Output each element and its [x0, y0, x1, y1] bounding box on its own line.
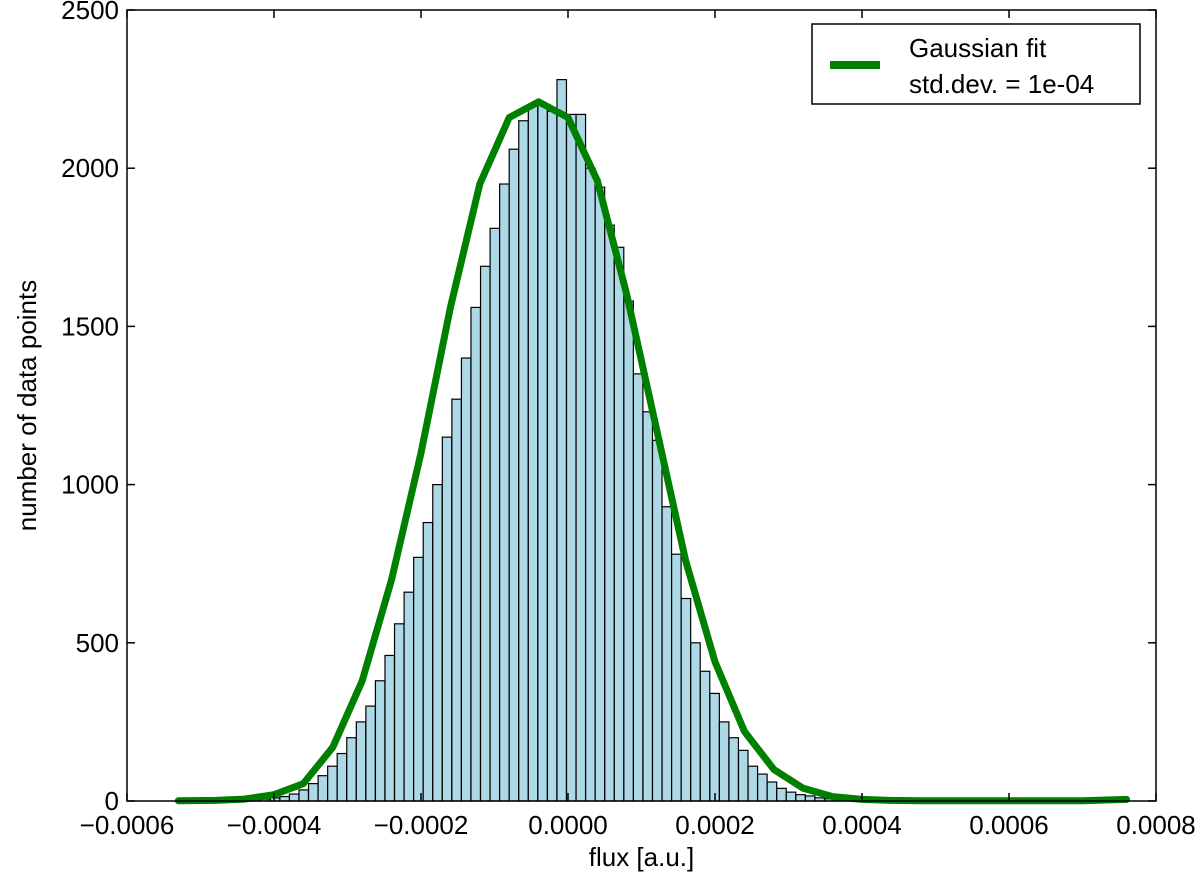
histogram-bar: [288, 793, 300, 802]
x-tick-label: 0.0008: [1116, 810, 1196, 840]
histogram-bar: [518, 120, 529, 802]
x-tick-label: −0.0004: [227, 810, 322, 840]
histogram-bar: [642, 411, 654, 802]
histogram-bar: [575, 113, 587, 802]
x-tick-label: 0.0006: [969, 810, 1049, 840]
histogram-bar: [594, 186, 606, 802]
histogram-bar: [336, 752, 348, 802]
histogram-bar: [384, 654, 396, 802]
histogram-bar: [327, 765, 338, 802]
histogram-bar: [460, 357, 472, 802]
histogram-bar: [489, 227, 501, 802]
histogram-bar: [804, 795, 816, 802]
y-tick-label: 500: [76, 628, 119, 658]
histogram-bar: [699, 670, 711, 802]
x-axis-label: flux [a.u.]: [589, 842, 695, 872]
histogram-bar: [508, 148, 520, 802]
legend: Gaussian fit std.dev. = 1e-04: [811, 23, 1141, 105]
histogram-bar: [718, 721, 730, 802]
histogram-bar: [413, 556, 424, 802]
histogram-bar: [728, 737, 740, 802]
y-tick-label: 1000: [61, 470, 119, 500]
histogram-bar: [623, 300, 634, 802]
histogram-bar: [393, 623, 405, 802]
y-tick-label: 2000: [61, 153, 119, 183]
histogram-bar: [470, 306, 482, 802]
histogram-bar: [556, 79, 568, 802]
y-axis-label: number of data points: [12, 280, 42, 532]
x-tick-label: −0.0002: [374, 810, 469, 840]
histogram-bar: [766, 781, 778, 802]
histogram-bar: [307, 782, 319, 802]
histogram-bar: [565, 113, 577, 802]
x-axis-ticks: −0.0006 −0.0004 −0.0002 0.0000 0.0002 0.0004 0…: [80, 10, 1196, 840]
histogram-bar: [747, 765, 759, 802]
plot-frame: [126, 9, 1157, 802]
histogram-bar: [298, 789, 310, 802]
histogram-bar: [632, 373, 644, 802]
histogram-bar: [432, 484, 443, 802]
histogram-bar: [403, 591, 415, 802]
histogram-bar: [441, 436, 453, 802]
histogram-bar: [795, 794, 806, 802]
histogram-bar: [661, 506, 673, 802]
histogram-bar: [499, 183, 510, 802]
legend-label-gaussian-fit: Gaussian fit: [909, 33, 1047, 63]
histogram-bar: [546, 110, 558, 802]
x-tick-label: −0.0006: [80, 810, 175, 840]
x-tick-label: 0.0000: [528, 810, 608, 840]
legend-label-std-dev: std.dev. = 1e-04: [909, 69, 1094, 99]
histogram-bar: [709, 692, 720, 802]
histogram-bar: [785, 791, 797, 802]
histogram-bar: [317, 775, 329, 802]
histogram-bar: [690, 642, 701, 802]
x-tick-label: 0.0002: [675, 810, 755, 840]
histogram-bar: [527, 104, 539, 802]
histogram-bar: [374, 680, 386, 802]
y-axis-ticks: 0 500 1000 1500 2000 2500: [61, 0, 1156, 816]
histogram-bar: [537, 104, 548, 802]
histogram-bar: [737, 749, 749, 802]
x-tick-label: 0.0004: [822, 810, 902, 840]
histogram-bar: [680, 597, 692, 802]
histogram-bar: [422, 521, 434, 802]
histogram-bar: [365, 705, 376, 802]
y-tick-label: 0: [105, 786, 119, 816]
y-tick-label: 1500: [61, 311, 119, 341]
histogram-bar: [776, 787, 787, 802]
histogram-bar: [651, 439, 663, 802]
histogram-bar: [613, 246, 625, 802]
histogram-bar: [451, 398, 462, 802]
histogram-bar: [604, 224, 615, 802]
histogram-bar: [479, 265, 491, 802]
histogram-bar: [585, 167, 596, 802]
histogram-bar: [346, 737, 357, 802]
histogram-bar: [757, 773, 768, 802]
histogram-bar: [671, 553, 682, 802]
y-tick-label: 2500: [61, 0, 119, 25]
histogram-bars: [241, 79, 892, 802]
histogram-bar: [355, 721, 367, 802]
